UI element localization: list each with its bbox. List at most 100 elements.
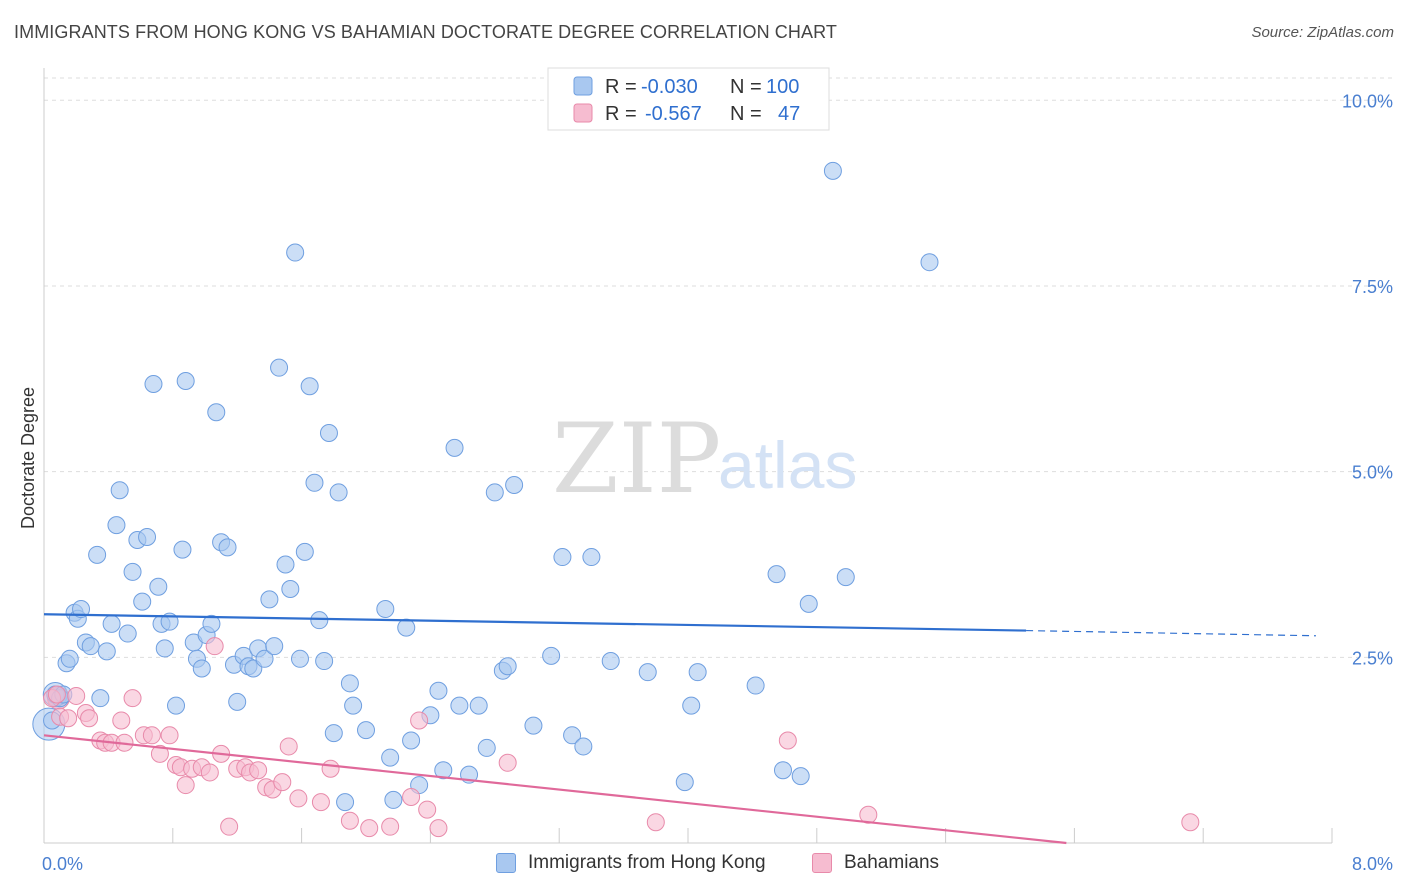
point-hong-kong: [791, 767, 810, 786]
point-hong-kong: [60, 649, 79, 668]
point-bahamians: [67, 686, 86, 705]
point-hong-kong: [260, 590, 279, 609]
data-points: [32, 161, 1200, 838]
legend-swatch-pink: [573, 103, 593, 123]
point-hong-kong: [107, 516, 126, 535]
legend-item-hong-kong[interactable]: Immigrants from Hong Kong: [496, 852, 766, 874]
point-hong-kong: [445, 438, 464, 457]
point-hong-kong: [836, 568, 855, 587]
point-bahamians: [311, 793, 330, 812]
legend-r-value: -0.030: [641, 76, 698, 98]
point-hong-kong: [542, 646, 561, 665]
point-bahamians: [220, 817, 239, 836]
point-bahamians: [200, 763, 219, 782]
point-bahamians: [321, 759, 340, 778]
point-hong-kong: [138, 528, 157, 546]
trend-line-bahamians: [43, 734, 1067, 845]
point-hong-kong: [434, 761, 453, 780]
point-bahamians: [123, 689, 142, 708]
point-hong-kong: [176, 372, 195, 391]
point-bahamians: [859, 805, 878, 824]
y-axis-title: Doctorate Degree: [18, 387, 38, 529]
point-hong-kong: [123, 562, 142, 581]
point-hong-kong: [173, 540, 192, 559]
grid-lines: [44, 77, 1392, 658]
point-hong-kong: [149, 577, 168, 596]
point-hong-kong: [81, 637, 100, 656]
point-hong-kong: [324, 724, 343, 743]
point-bahamians: [360, 819, 379, 838]
point-bahamians: [498, 753, 517, 772]
point-hong-kong: [155, 639, 174, 658]
point-hong-kong: [402, 731, 421, 750]
point-hong-kong: [553, 548, 572, 567]
point-hong-kong: [505, 476, 524, 495]
point-hong-kong: [336, 793, 355, 812]
legend-r-label: R =: [605, 103, 637, 125]
point-bahamians: [289, 789, 308, 808]
watermark: ZIP atlas: [552, 403, 857, 515]
point-bahamians: [646, 813, 665, 832]
point-bahamians: [279, 737, 298, 756]
point-hong-kong: [823, 161, 842, 180]
tick-labels: 2.5% 5.0% 7.5% 10.0% 0.0% 8.0%: [42, 91, 1393, 874]
point-hong-kong: [202, 614, 221, 633]
legend-n-label: N =: [730, 103, 762, 125]
point-hong-kong: [218, 538, 237, 557]
point-hong-kong: [310, 611, 329, 630]
point-hong-kong: [319, 424, 338, 443]
point-hong-kong: [228, 692, 247, 711]
point-bahamians: [778, 731, 797, 750]
point-hong-kong: [295, 542, 314, 561]
point-hong-kong: [920, 253, 939, 272]
point-bahamians: [205, 637, 224, 656]
legend-label: Immigrants from Hong Kong: [528, 852, 766, 873]
point-hong-kong: [773, 761, 792, 780]
stats-legend: R = -0.030 N = 100 R = -0.567 N = 47: [547, 67, 830, 131]
point-bahamians: [80, 709, 99, 728]
point-hong-kong: [167, 696, 186, 715]
legend-r-value: -0.567: [645, 103, 702, 125]
point-hong-kong: [381, 748, 400, 767]
point-bahamians: [160, 726, 179, 745]
point-hong-kong: [563, 726, 582, 745]
point-bahamians: [429, 819, 448, 838]
point-hong-kong: [675, 773, 694, 792]
legend-swatch-blue: [496, 853, 516, 873]
point-hong-kong: [397, 618, 416, 637]
point-hong-kong: [524, 716, 543, 735]
point-bahamians: [47, 685, 66, 704]
point-hong-kong: [281, 579, 300, 598]
point-bahamians: [410, 711, 429, 730]
point-hong-kong: [133, 592, 152, 611]
point-hong-kong: [144, 375, 163, 393]
legend-swatch-pink: [812, 853, 832, 873]
point-hong-kong: [601, 652, 620, 671]
point-hong-kong: [286, 243, 305, 262]
point-hong-kong: [357, 721, 375, 740]
trend-lines: [43, 613, 1316, 845]
point-hong-kong: [270, 358, 289, 377]
point-hong-kong: [746, 676, 765, 695]
point-hong-kong: [192, 659, 211, 678]
point-bahamians: [59, 709, 78, 728]
point-hong-kong: [255, 649, 274, 668]
series-legend: Immigrants from Hong Kong Bahamians: [0, 850, 1406, 880]
point-hong-kong: [110, 481, 129, 500]
watermark-zip: ZIP: [552, 403, 721, 515]
point-hong-kong: [290, 649, 309, 668]
point-hong-kong: [477, 738, 496, 757]
point-bahamians: [142, 726, 161, 745]
y-tick-label: 7.5%: [1352, 277, 1393, 297]
stats-legend-box: [547, 67, 830, 131]
point-bahamians: [273, 773, 292, 792]
point-hong-kong: [329, 483, 348, 502]
point-hong-kong: [315, 652, 334, 671]
legend-n-label: N =: [730, 76, 762, 98]
point-hong-kong: [469, 696, 488, 715]
point-hong-kong: [498, 657, 517, 676]
point-hong-kong: [574, 737, 593, 756]
point-hong-kong: [767, 565, 786, 584]
legend-item-bahamians[interactable]: Bahamians: [812, 852, 939, 874]
